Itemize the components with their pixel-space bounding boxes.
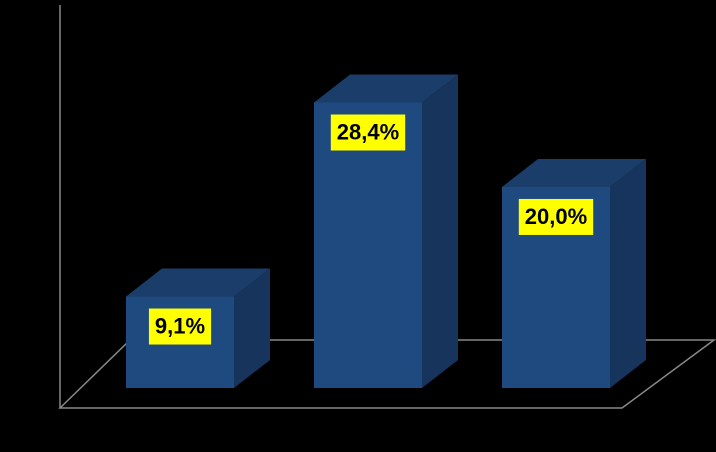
- bar-side: [610, 158, 646, 388]
- bar-top: [502, 158, 646, 187]
- data-label-box: [330, 114, 406, 151]
- bar-top: [314, 74, 458, 103]
- bar-side: [422, 74, 458, 389]
- bar-top: [126, 268, 270, 297]
- data-label: 9,1%: [155, 313, 205, 338]
- data-label-box: [518, 198, 594, 235]
- data-label: 20,0%: [525, 204, 587, 229]
- floor: [58, 339, 716, 409]
- data-label-box: [148, 308, 212, 345]
- data-label: 28,4%: [337, 119, 399, 144]
- bar-side: [234, 268, 270, 388]
